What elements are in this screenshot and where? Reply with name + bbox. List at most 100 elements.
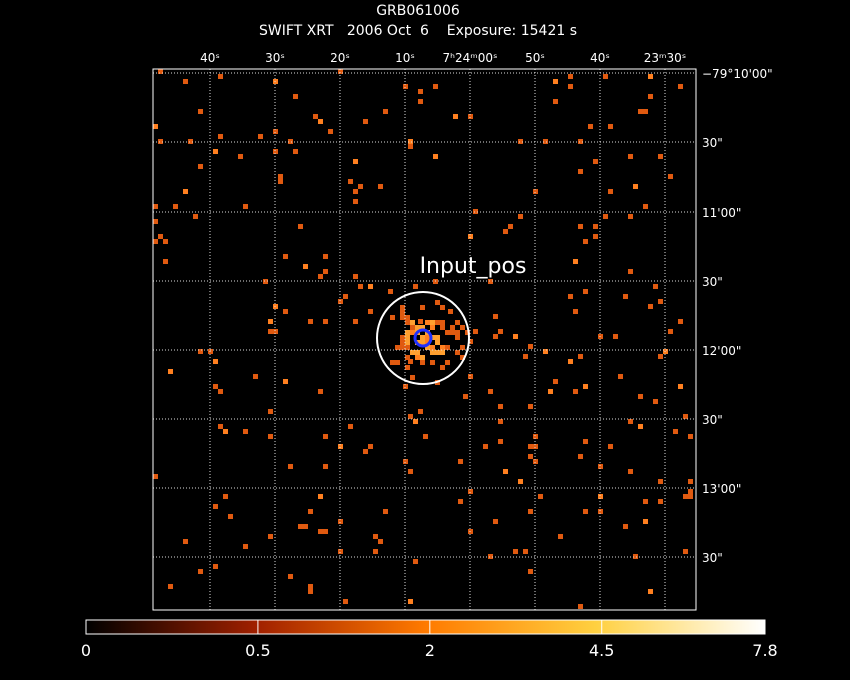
event-pixel	[528, 454, 533, 459]
event-pixel	[553, 99, 558, 104]
event-pixel	[163, 239, 168, 244]
title: GRB061006	[376, 3, 460, 19]
event-pixel	[583, 289, 588, 294]
event-pixel	[553, 379, 558, 384]
event-pixel	[628, 469, 633, 474]
event-pixel	[613, 334, 618, 339]
event-pixel	[533, 459, 538, 464]
event-pixel	[668, 329, 673, 334]
event-pixel	[153, 219, 158, 224]
ra-label: 50ˢ	[525, 51, 545, 65]
event-pixel	[348, 179, 353, 184]
event-pixel	[395, 345, 400, 350]
event-pixel	[283, 379, 288, 384]
event-pixel	[633, 554, 638, 559]
event-pixel	[263, 279, 268, 284]
event-pixel	[498, 439, 503, 444]
event-pixel	[468, 339, 473, 344]
event-pixel	[658, 499, 663, 504]
event-pixel	[193, 214, 198, 219]
event-pixel	[408, 359, 413, 364]
event-pixel	[543, 349, 548, 354]
event-pixel	[288, 574, 293, 579]
event-pixel	[513, 549, 518, 554]
event-pixel	[405, 330, 410, 335]
event-pixel	[463, 394, 468, 399]
event-pixel	[183, 539, 188, 544]
event-pixel	[440, 365, 445, 370]
event-pixel	[243, 429, 248, 434]
event-pixel	[430, 335, 435, 340]
event-pixel	[598, 494, 603, 499]
event-pixel	[593, 159, 598, 164]
event-pixel	[218, 424, 223, 429]
event-pixel	[440, 345, 445, 350]
ra-label: 10ˢ	[395, 51, 415, 65]
event-pixel	[318, 274, 323, 279]
event-pixel	[653, 284, 658, 289]
event-pixel	[508, 224, 513, 229]
event-pixel	[578, 604, 583, 609]
event-pixel	[163, 259, 168, 264]
event-pixel	[435, 350, 440, 355]
event-pixel	[410, 375, 415, 380]
dec-label: 12'00"	[702, 344, 741, 358]
event-pixel	[218, 134, 223, 139]
event-pixel	[353, 189, 358, 194]
event-pixel	[603, 214, 608, 219]
dec-label: 30"	[702, 551, 723, 565]
event-pixel	[268, 434, 273, 439]
event-pixel	[408, 414, 413, 419]
event-pixel	[390, 360, 395, 365]
event-pixel	[173, 204, 178, 209]
event-pixel	[643, 519, 648, 524]
event-pixel	[273, 149, 278, 154]
event-pixel	[578, 169, 583, 174]
event-pixel	[353, 319, 358, 324]
event-pixel	[583, 509, 588, 514]
dec-label: 30"	[702, 136, 723, 150]
event-pixel	[673, 429, 678, 434]
event-pixel	[343, 294, 348, 299]
event-pixel	[418, 319, 423, 324]
event-pixel	[420, 340, 425, 345]
event-pixel	[573, 389, 578, 394]
event-pixel	[303, 264, 308, 269]
event-pixel	[493, 334, 498, 339]
event-pixel	[488, 279, 493, 284]
event-pixel	[553, 79, 558, 84]
colorbar-label: 0.5	[245, 641, 270, 660]
event-pixel	[298, 524, 303, 529]
event-pixel	[405, 340, 410, 345]
event-pixel	[578, 139, 583, 144]
event-pixel	[413, 284, 418, 289]
event-pixel	[338, 299, 343, 304]
event-pixel	[405, 345, 410, 350]
event-pixel	[425, 320, 430, 325]
event-pixel	[533, 444, 538, 449]
event-pixel	[408, 599, 413, 604]
event-pixel	[338, 69, 343, 74]
event-pixel	[213, 359, 218, 364]
event-pixel	[198, 164, 203, 169]
event-pixel	[455, 350, 460, 355]
event-pixel	[465, 330, 470, 335]
ra-label: 40ˢ	[590, 51, 610, 65]
event-pixel	[338, 444, 343, 449]
event-pixel	[628, 269, 633, 274]
event-pixel	[323, 464, 328, 469]
event-pixel	[353, 274, 358, 279]
event-pixel	[638, 424, 643, 429]
event-pixel	[153, 204, 158, 209]
event-pixel	[608, 444, 613, 449]
event-pixel	[213, 149, 218, 154]
dec-label: 30"	[702, 275, 723, 289]
event-pixel	[258, 134, 263, 139]
event-pixel	[648, 589, 653, 594]
event-pixel	[583, 384, 588, 389]
event-pixel	[578, 224, 583, 229]
event-pixel	[415, 325, 420, 330]
event-pixel	[623, 294, 628, 299]
event-pixel	[243, 204, 248, 209]
event-pixel	[358, 284, 363, 289]
